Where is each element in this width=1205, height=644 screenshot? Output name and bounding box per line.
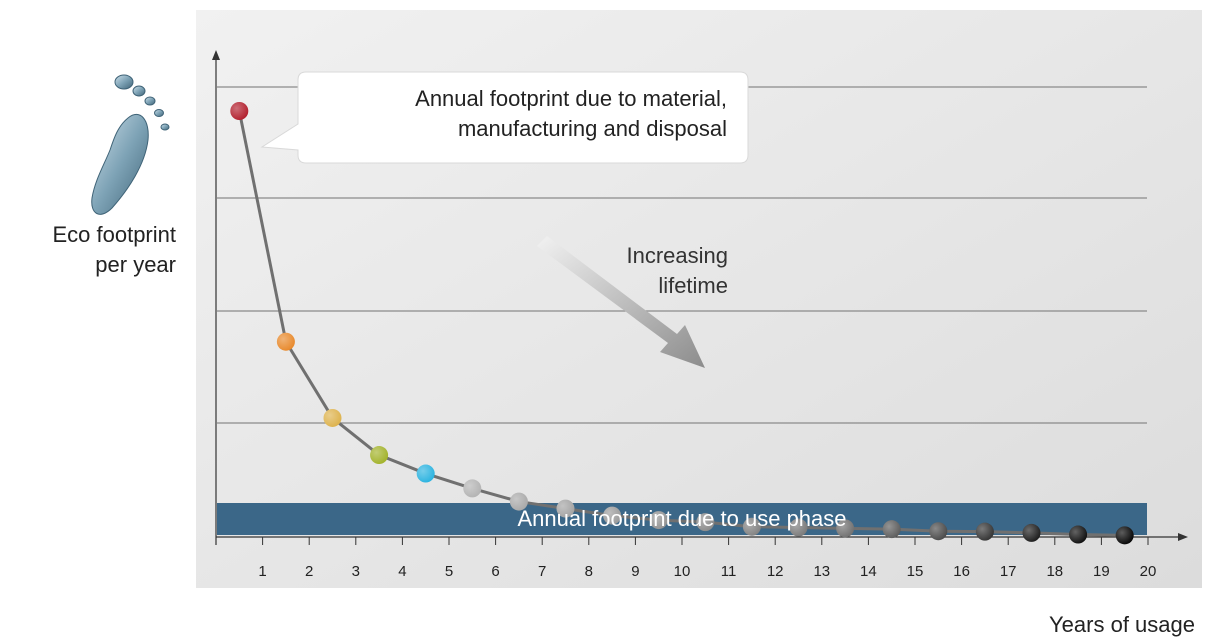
data-point-highlight xyxy=(370,446,389,465)
data-point-highlight xyxy=(975,522,994,541)
x-tick-label: 15 xyxy=(907,563,924,580)
x-tick-label: 11 xyxy=(721,563,737,580)
data-point-highlight xyxy=(276,332,295,351)
x-tick-label: 8 xyxy=(585,563,593,580)
x-tick-label: 4 xyxy=(398,563,406,580)
data-point-highlight xyxy=(789,518,808,537)
data-point-highlight xyxy=(230,102,249,120)
x-ticks: 1 2 3 4 5 6 7 8 9 10 11 12 13 14 15 16 17 18 19 20 xyxy=(258,537,1156,580)
x-tick-label: 16 xyxy=(953,563,970,580)
x-tick-label: 2 xyxy=(305,563,313,580)
x-tick-label: 3 xyxy=(352,563,360,580)
data-point-highlight xyxy=(323,408,342,427)
data-point-highlight xyxy=(1069,525,1088,544)
x-tick-label: 5 xyxy=(445,563,453,580)
use-phase-band-label: Annual footprint due to use phase xyxy=(517,506,847,531)
lifetime-arrow-icon xyxy=(537,236,705,368)
callout-bubble xyxy=(260,71,749,164)
x-tick-label: 12 xyxy=(767,563,784,580)
x-tick-label: 17 xyxy=(1000,563,1017,580)
x-tick-label: 14 xyxy=(860,563,877,580)
data-point-highlight xyxy=(696,513,715,532)
data-point-highlight xyxy=(742,517,761,536)
x-axis-arrow xyxy=(1178,533,1188,541)
x-tick-label: 7 xyxy=(538,563,546,580)
data-point-highlight xyxy=(836,519,855,538)
data-point-highlight xyxy=(1022,523,1041,542)
footprint-icon xyxy=(91,74,170,215)
y-axis-label: Eco footprint per year xyxy=(52,222,176,277)
x-tick-label: 18 xyxy=(1046,563,1063,580)
data-points xyxy=(230,102,1134,545)
x-tick-label: 10 xyxy=(674,563,691,580)
data-point-highlight xyxy=(929,522,948,541)
data-point-highlight xyxy=(509,492,528,511)
axes xyxy=(212,50,1188,545)
data-point-highlight xyxy=(463,479,482,498)
x-tick-label: 13 xyxy=(813,563,830,580)
callout-text: Annual footprint due to material, manufa… xyxy=(415,86,727,141)
x-axis-label: Years of usage xyxy=(1049,612,1195,637)
data-point-highlight xyxy=(556,499,575,518)
x-tick-label: 6 xyxy=(491,563,499,580)
data-point-highlight xyxy=(1115,526,1134,545)
data-point-highlight xyxy=(882,520,901,539)
data-point-highlight xyxy=(649,511,668,530)
y-axis-arrow xyxy=(212,50,220,60)
x-tick-label: 1 xyxy=(258,563,266,580)
x-tick-label: 19 xyxy=(1093,563,1110,580)
x-tick-label: 20 xyxy=(1140,563,1157,580)
arrow-annotation-text: Increasing lifetime xyxy=(626,243,728,298)
x-tick-label: 9 xyxy=(631,563,639,580)
data-point-highlight xyxy=(416,464,435,483)
data-point-highlight xyxy=(603,506,622,525)
